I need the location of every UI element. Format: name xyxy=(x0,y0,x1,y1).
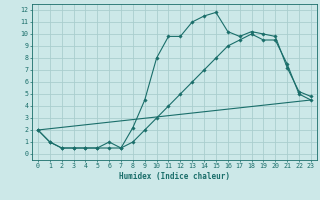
X-axis label: Humidex (Indice chaleur): Humidex (Indice chaleur) xyxy=(119,172,230,181)
